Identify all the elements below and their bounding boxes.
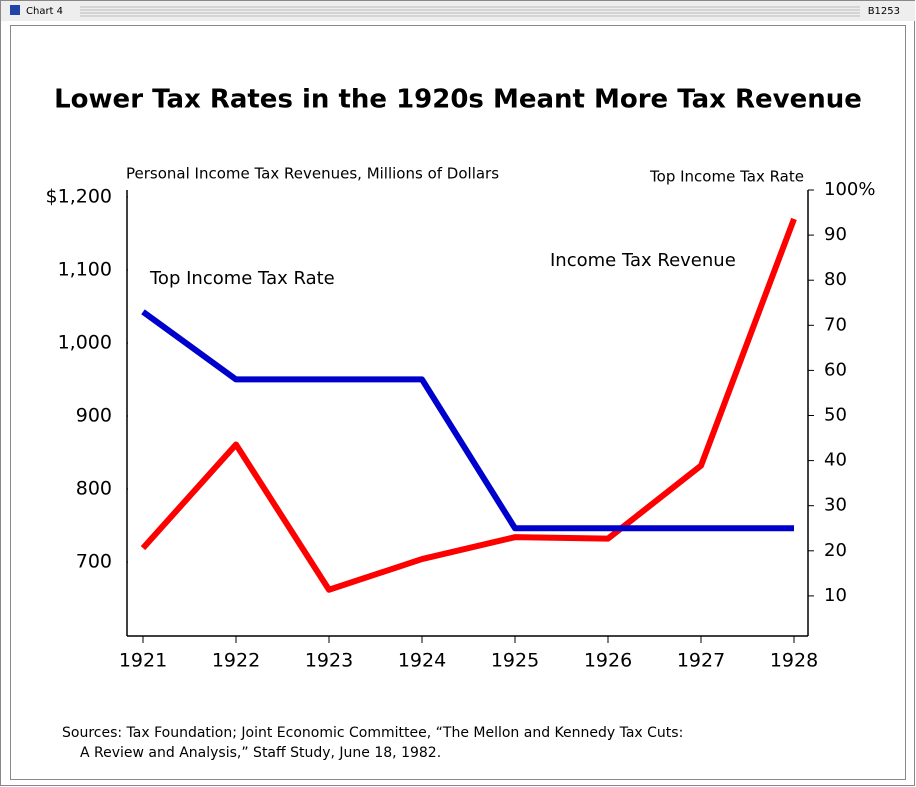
y2-tick-label: 70 xyxy=(824,314,847,335)
window-title: Chart 4 xyxy=(26,6,63,17)
source-line: Sources: Tax Foundation; Joint Economic … xyxy=(62,725,683,741)
y2-axis-label: Top Income Tax Rate xyxy=(649,168,804,186)
chart-title: Lower Tax Rates in the 1920s Meant More … xyxy=(54,85,862,115)
x-tick-label: 1921 xyxy=(119,650,167,672)
y-tick-label: $1,200 xyxy=(46,186,112,208)
line-series xyxy=(141,309,794,532)
series-label: Top Income Tax Rate xyxy=(149,268,335,289)
x-tick-label: 1927 xyxy=(677,650,725,672)
window-code: B1253 xyxy=(868,6,900,17)
y2-tick-label: 30 xyxy=(824,495,847,516)
x-tick-label: 1922 xyxy=(212,650,260,672)
y2-tick-label: 10 xyxy=(824,585,847,606)
y-tick-label: 700 xyxy=(76,551,112,573)
y-tick-label: 800 xyxy=(76,478,112,500)
y2-tick-label: 80 xyxy=(824,269,847,290)
y-tick-label: 1,000 xyxy=(58,332,112,354)
y2-tick-label: 100% xyxy=(824,179,875,200)
y2-tick-label: 50 xyxy=(824,405,847,426)
x-tick-label: 1926 xyxy=(584,650,632,672)
title-bar xyxy=(1,1,915,21)
y-tick-label: 1,100 xyxy=(58,259,112,281)
window-icon xyxy=(10,5,20,15)
source-line: A Review and Analysis,” Staff Study, Jun… xyxy=(80,745,441,761)
y2-tick-label: 20 xyxy=(824,540,847,561)
x-tick-label: 1925 xyxy=(491,650,539,672)
x-tick-label: 1923 xyxy=(305,650,353,672)
chart-frame xyxy=(10,25,906,780)
series-label: Income Tax Revenue xyxy=(550,250,736,271)
line-series xyxy=(140,217,797,593)
y2-tick-label: 40 xyxy=(824,450,847,471)
title-bar-stripes xyxy=(80,6,860,17)
y-axis-label: Personal Income Tax Revenues, Millions o… xyxy=(126,165,499,183)
y2-tick-label: 90 xyxy=(824,224,847,245)
x-tick-label: 1924 xyxy=(398,650,446,672)
y-tick-label: 900 xyxy=(76,405,112,427)
y2-tick-label: 60 xyxy=(824,359,847,380)
x-tick-label: 1928 xyxy=(770,650,818,672)
